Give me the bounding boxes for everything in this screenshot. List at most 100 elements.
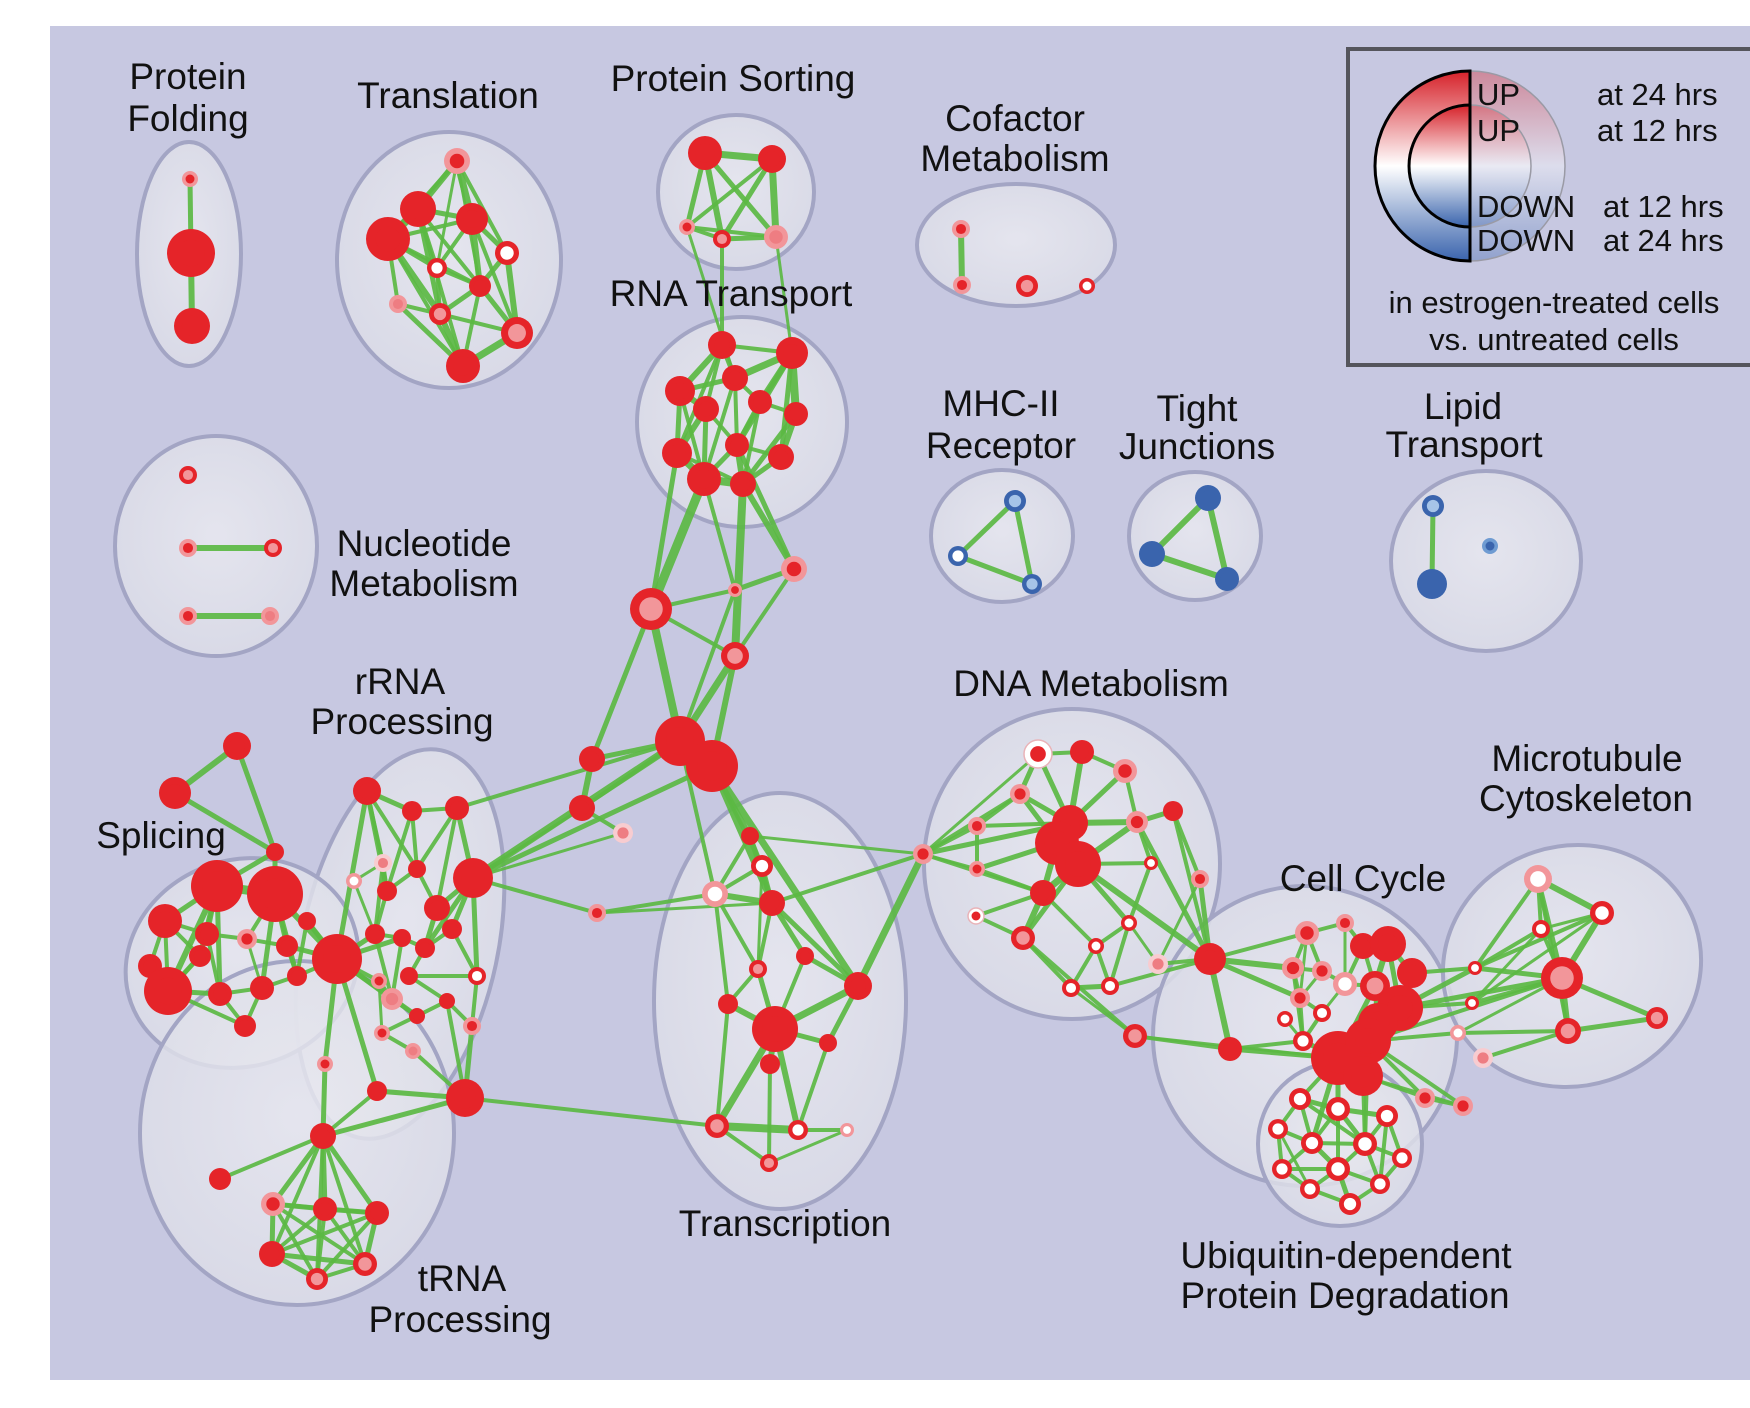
node-inner-12hr bbox=[1130, 815, 1144, 829]
gene-node-Rw bbox=[1062, 979, 1080, 997]
legend-caption-line-0: in estrogen-treated cells bbox=[1389, 285, 1720, 320]
node-inner-12hr bbox=[406, 805, 418, 817]
node-inner-12hr bbox=[735, 476, 751, 492]
node-inner-12hr bbox=[682, 222, 692, 232]
node-inner-12hr bbox=[1419, 1092, 1431, 1104]
node-inner-12hr bbox=[1167, 805, 1179, 817]
gene-node-R bbox=[191, 860, 243, 912]
node-inner-12hr bbox=[695, 143, 715, 163]
node-inner-12hr bbox=[1035, 885, 1051, 901]
node-inner-12hr bbox=[1485, 541, 1495, 551]
gene-node-pR bbox=[179, 607, 197, 625]
node-inner-12hr bbox=[1316, 965, 1328, 977]
node-inner-12hr bbox=[182, 610, 194, 622]
node-inner-12hr bbox=[764, 151, 780, 167]
cluster-mhc-ii-receptor-label: Receptor bbox=[926, 425, 1076, 466]
node-inner-12hr bbox=[200, 927, 214, 941]
node-inner-12hr bbox=[1457, 1100, 1469, 1112]
node-inner-12hr bbox=[403, 970, 415, 982]
gene-node-pR bbox=[1453, 1096, 1473, 1116]
interaction-edge bbox=[715, 1002, 730, 1128]
node-inner-12hr bbox=[799, 950, 811, 962]
node-inner-12hr bbox=[1471, 964, 1479, 972]
gene-node-R bbox=[298, 912, 316, 930]
gene-node-Rp bbox=[264, 539, 282, 557]
gene-node-Rw bbox=[1313, 1004, 1331, 1022]
node-inner-12hr bbox=[412, 1011, 422, 1021]
cluster-mhc-ii-receptor-ellipse bbox=[929, 468, 1075, 604]
interaction-edge bbox=[955, 553, 1035, 587]
node-inner-12hr bbox=[500, 246, 514, 260]
gene-node-R bbox=[456, 203, 488, 235]
interaction-edge bbox=[713, 892, 730, 1006]
gene-node-R bbox=[446, 1079, 484, 1117]
legend-halfcircle-12hr bbox=[1407, 103, 1472, 229]
cluster-cofactor-metabolism-label: Metabolism bbox=[920, 138, 1109, 179]
interaction-edge bbox=[1456, 1029, 1570, 1035]
node-inner-12hr bbox=[359, 783, 375, 799]
gene-node-Rp bbox=[721, 642, 749, 670]
gene-node-Rw bbox=[1144, 856, 1158, 870]
gene-node-R bbox=[569, 795, 595, 821]
gene-node-P bbox=[261, 607, 279, 625]
gene-node-pR bbox=[1415, 1088, 1435, 1108]
gene-node-R bbox=[377, 881, 397, 901]
node-inner-12hr bbox=[1152, 958, 1164, 970]
node-inner-12hr bbox=[822, 1037, 834, 1049]
node-inner-12hr bbox=[1065, 851, 1091, 877]
cluster-translation-label: Translation bbox=[357, 75, 539, 116]
interaction-edge bbox=[1149, 551, 1230, 582]
cluster-protein-folding-label: Protein bbox=[129, 56, 246, 97]
gene-node-pR bbox=[1282, 957, 1304, 979]
interaction-edge bbox=[377, 979, 384, 1035]
node-inner-12hr bbox=[177, 239, 205, 267]
node-inner-12hr bbox=[1065, 982, 1077, 994]
gene-node-Rw bbox=[1353, 1132, 1377, 1156]
gene-node-Bl bbox=[1422, 495, 1444, 517]
gene-node-R bbox=[439, 993, 455, 1009]
gene-node-pR bbox=[374, 1025, 390, 1041]
gene-node-Rp bbox=[429, 303, 451, 325]
cluster-ubiquitin-dependent-protein-degradation-label: Protein Degradation bbox=[1180, 1275, 1509, 1316]
node-inner-12hr bbox=[714, 337, 730, 353]
gene-node-R bbox=[366, 217, 410, 261]
cluster-trna-processing-label: tRNA bbox=[418, 1258, 507, 1299]
node-inner-12hr bbox=[591, 907, 603, 919]
gene-node-pR bbox=[371, 973, 387, 989]
interaction-edge bbox=[416, 207, 465, 368]
interaction-edge bbox=[320, 1095, 468, 1139]
gene-node-Rw bbox=[1468, 961, 1482, 975]
gene-node-Pw bbox=[702, 881, 728, 907]
gene-node-R bbox=[722, 365, 748, 391]
gene-node-R bbox=[195, 922, 219, 946]
gene-node-Rp bbox=[705, 1114, 729, 1138]
gene-node-pR bbox=[317, 1056, 333, 1072]
cluster-ubiquitin-dependent-protein-degradation-label: Ubiquitin-dependent bbox=[1180, 1235, 1512, 1276]
gene-node-R bbox=[400, 967, 418, 985]
gene-node-Rw bbox=[1268, 1119, 1288, 1139]
gene-node-R bbox=[1343, 1056, 1383, 1096]
node-inner-12hr bbox=[202, 871, 232, 901]
gene-node-Pw bbox=[1450, 1025, 1466, 1041]
gene-node-pR bbox=[237, 929, 257, 949]
node-inner-12hr bbox=[318, 1202, 332, 1216]
cluster-tight-junctions-label: Tight bbox=[1157, 388, 1239, 429]
interaction-edge bbox=[748, 834, 925, 856]
gene-node-B bbox=[1215, 567, 1239, 591]
node-inner-12hr bbox=[971, 911, 981, 921]
cluster-mhc-ii-receptor-label: MHC-II bbox=[942, 383, 1059, 424]
interaction-edge bbox=[385, 809, 414, 893]
node-inner-12hr bbox=[1453, 1028, 1463, 1038]
interaction-edge bbox=[269, 1251, 368, 1267]
gene-node-R bbox=[159, 777, 191, 809]
node-inner-12hr bbox=[727, 370, 743, 386]
cluster-rrna-processing-label: rRNA bbox=[355, 661, 446, 702]
gene-node-R bbox=[688, 136, 722, 170]
node-inner-12hr bbox=[185, 174, 195, 184]
node-inner-12hr bbox=[155, 911, 175, 931]
gene-node-pR bbox=[182, 171, 198, 187]
interaction-edge bbox=[733, 567, 796, 658]
node-inner-12hr bbox=[323, 945, 351, 973]
interaction-edge bbox=[415, 806, 459, 871]
node-inner-12hr bbox=[1396, 1152, 1408, 1164]
